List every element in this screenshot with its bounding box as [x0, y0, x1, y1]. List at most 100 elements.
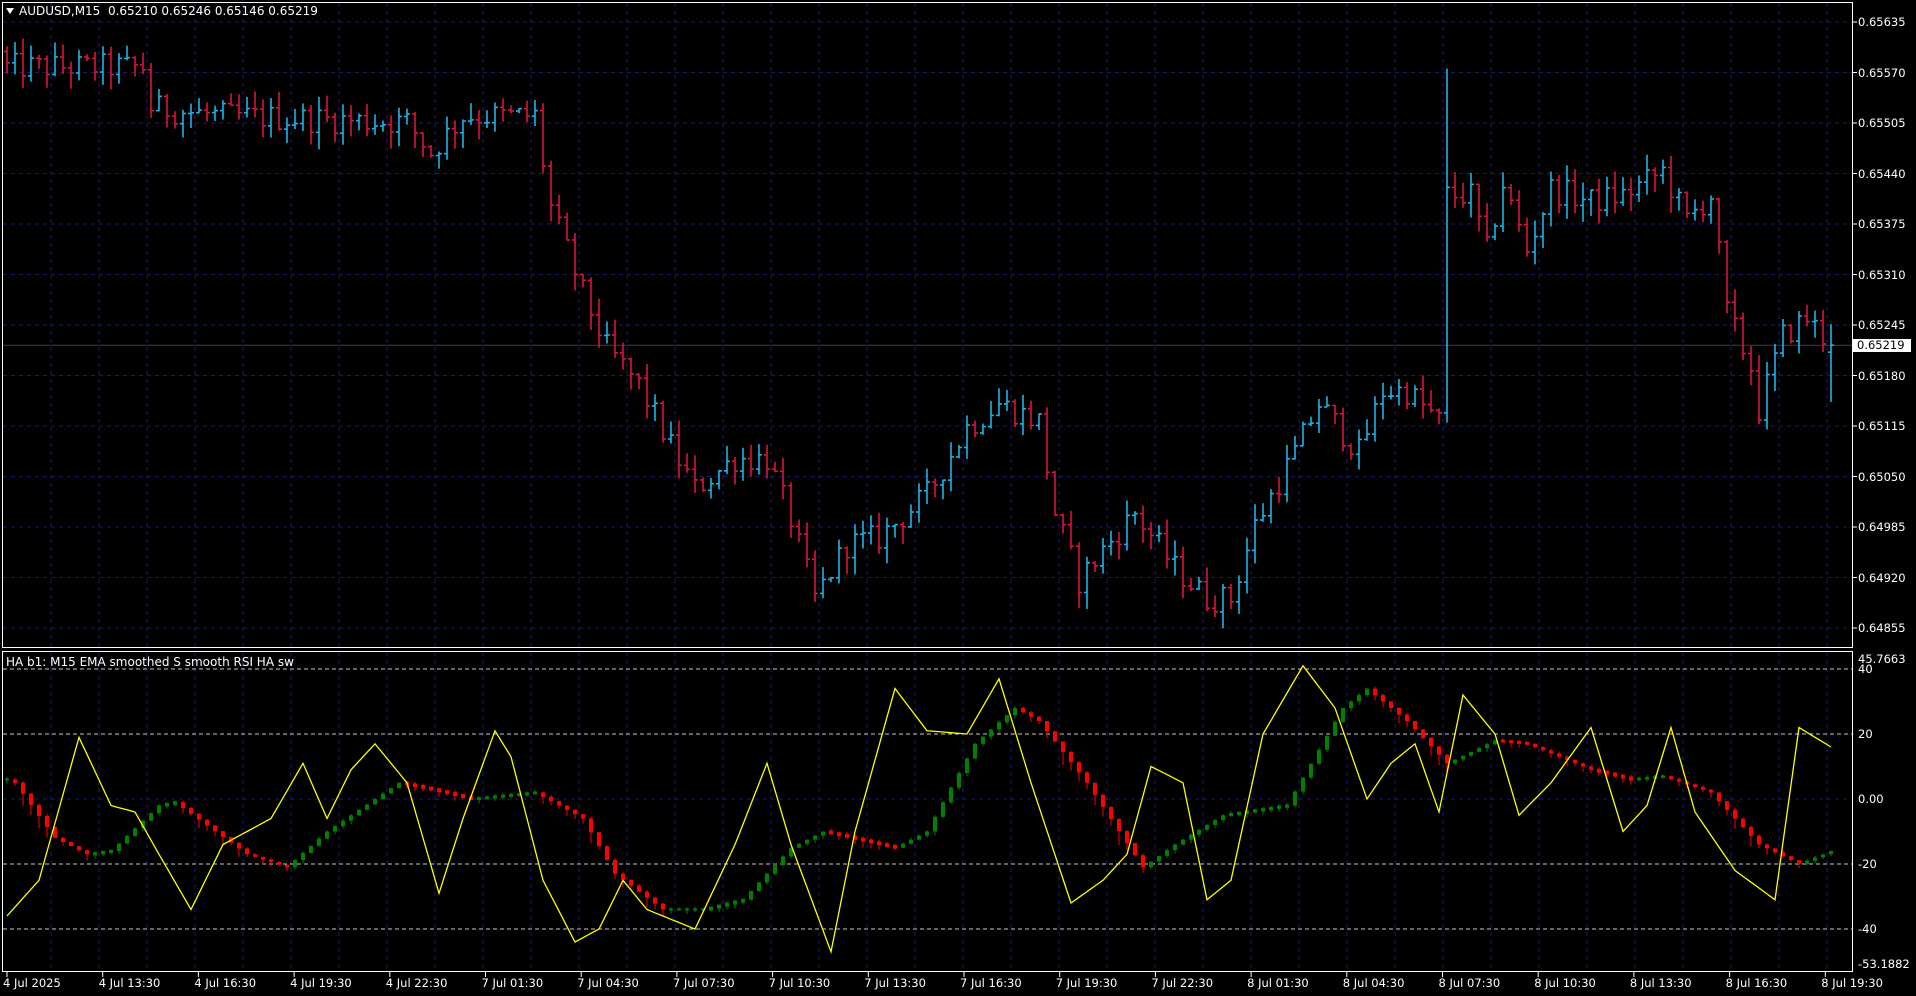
ha-bar: [757, 882, 761, 892]
ha-bar: [77, 846, 81, 851]
price-bar: [972, 420, 978, 438]
ha-bar: [789, 847, 793, 857]
ha-bar: [445, 790, 449, 795]
ha-bar: [1557, 753, 1561, 757]
ha-bar: [805, 839, 809, 844]
price-bar: [228, 93, 234, 107]
price-bar: [588, 277, 594, 331]
price-bar: [164, 94, 170, 128]
ha-bar: [1333, 721, 1337, 736]
ha-bar: [909, 839, 913, 844]
ha-bar: [1493, 740, 1497, 745]
time-tick-label: 7 Jul 16:30: [960, 976, 1022, 990]
price-bar: [596, 298, 602, 348]
ha-bar: [933, 816, 937, 832]
ha-bar: [1669, 776, 1673, 779]
price-bar: [1108, 530, 1114, 556]
ha-bar: [333, 826, 337, 832]
ha-bar: [1173, 844, 1177, 851]
price-bar: [460, 119, 466, 148]
price-bar: [1020, 394, 1026, 436]
ha-bar: [981, 736, 985, 744]
price-bar: [1604, 176, 1610, 217]
ha-histogram: [5, 686, 1833, 916]
price-bar: [1380, 382, 1386, 420]
ha-bar: [1813, 857, 1817, 861]
indicator-border: [2, 651, 1853, 972]
ha-bar: [1037, 716, 1041, 721]
price-bar: [36, 54, 42, 69]
price-bar: [1516, 190, 1522, 232]
ha-bar: [717, 904, 721, 909]
ha-bar: [1509, 740, 1513, 744]
ha-bar: [517, 793, 521, 796]
ha-bar: [1381, 695, 1385, 702]
price-bar: [572, 233, 578, 291]
price-tick-label: 0.65375: [1858, 217, 1906, 231]
ha-bar: [837, 832, 841, 837]
ha-bar: [765, 873, 769, 883]
price-bar: [692, 455, 698, 494]
price-bar: [748, 444, 754, 477]
price-bar: [716, 469, 722, 490]
ha-bar: [1093, 782, 1097, 795]
ha-bar: [1293, 791, 1297, 806]
price-bar: [1492, 223, 1498, 241]
price-bar: [1100, 537, 1106, 574]
price-bar: [1660, 159, 1666, 184]
time-tick-label: 7 Jul 01:30: [481, 976, 544, 990]
ha-bar: [1045, 721, 1049, 732]
price-bar: [1172, 540, 1178, 576]
price-bar: [140, 52, 146, 75]
price-tick-label: 0.65050: [1858, 469, 1906, 484]
ha-bar: [365, 804, 369, 810]
ha-bar: [1029, 712, 1033, 717]
indicator-level-label: 40: [1858, 662, 1873, 676]
price-bar: [380, 120, 386, 132]
price-bar: [316, 96, 322, 150]
price-bar: [276, 91, 282, 131]
triangle-down-icon[interactable]: [6, 8, 14, 14]
ha-bar: [749, 891, 753, 900]
price-tick-label: 0.65440: [1858, 166, 1906, 181]
ha-bar: [1573, 760, 1577, 764]
ha-bar: [1005, 715, 1009, 723]
ha-bar: [157, 805, 161, 814]
ha-bar: [973, 743, 977, 759]
ha-bar: [925, 831, 929, 836]
price-bar: [1428, 390, 1434, 413]
ha-bar: [1741, 818, 1745, 828]
ha-bar: [1701, 787, 1705, 790]
ha-bar: [1453, 759, 1457, 764]
price-bar: [1644, 154, 1650, 195]
price-bar: [1652, 167, 1658, 193]
price-bar: [20, 38, 26, 89]
price-bar: [548, 160, 554, 222]
price-bar: [292, 108, 298, 130]
price-bar: [300, 103, 306, 131]
price-bar: [1156, 525, 1162, 543]
price-bar: [1700, 200, 1706, 223]
ha-bar: [53, 826, 57, 838]
price-bar: [580, 273, 586, 288]
ha-bar: [1077, 762, 1081, 773]
ha-bar: [1781, 852, 1785, 857]
time-tick-label: 8 Jul 16:30: [1725, 976, 1788, 990]
ha-bar: [1749, 827, 1753, 836]
price-bar: [324, 95, 330, 123]
price-bar: [1548, 171, 1554, 227]
ha-bar: [1301, 777, 1305, 792]
ha-bar: [533, 791, 537, 795]
ha-bar: [173, 801, 177, 805]
price-bar: [740, 447, 746, 481]
ha-bar: [37, 804, 41, 816]
ha-bar: [941, 802, 945, 817]
price-bar: [1812, 310, 1818, 338]
price-bar: [1372, 396, 1378, 442]
ha-bar: [197, 813, 201, 820]
ha-bar: [1485, 744, 1489, 749]
price-bar: [332, 112, 338, 143]
ha-bar: [709, 906, 713, 911]
price-bar: [1708, 195, 1714, 224]
